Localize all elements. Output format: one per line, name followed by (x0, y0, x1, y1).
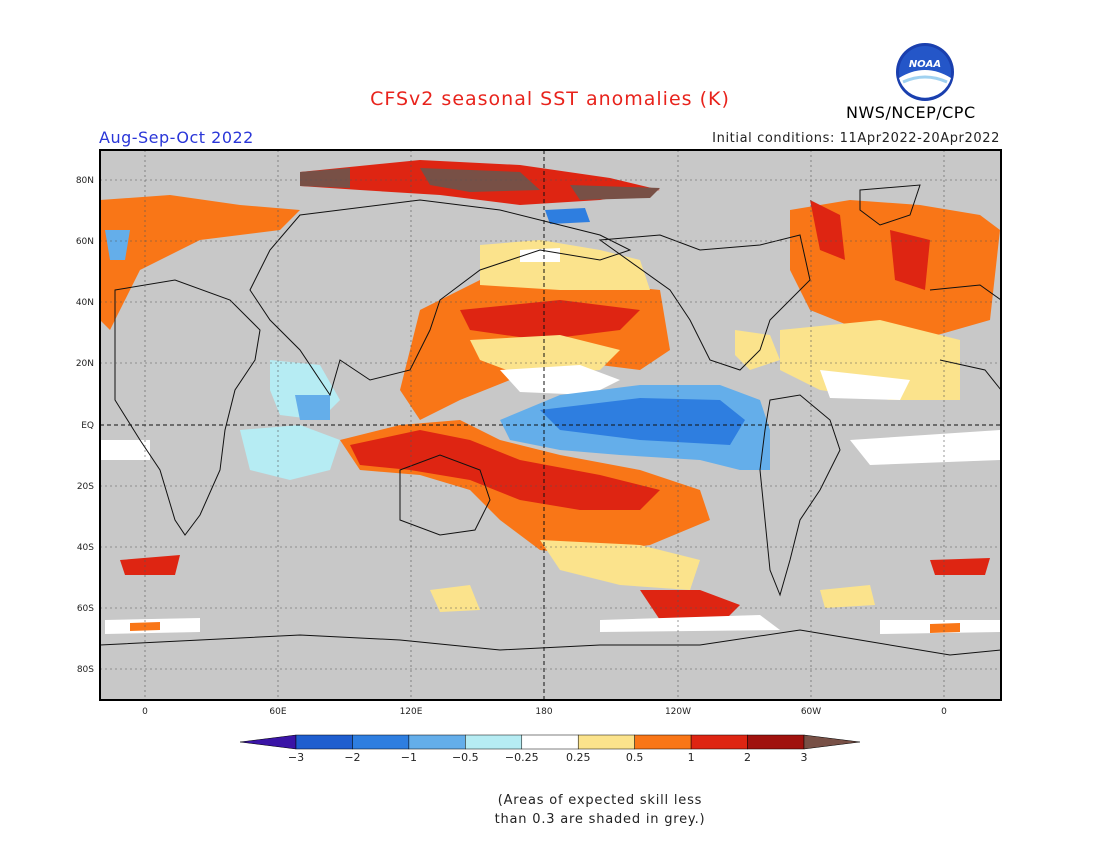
noaa-logo: NOAA (896, 43, 954, 101)
agency-label: NWS/NCEP/CPC (846, 103, 976, 122)
skill-note-line1: (Areas of expected skill less (497, 793, 703, 808)
lon-label: 0 (142, 707, 148, 717)
colorbar-swatch (690, 734, 748, 750)
longitude-labels: 0 60E 120E 180 120W 60W 0 (142, 707, 947, 717)
colorbar-swatch (295, 734, 353, 750)
lat-label: 20N (76, 359, 94, 369)
lat-label: 80S (77, 665, 94, 675)
map-frame (99, 149, 1002, 701)
colorbar-label: 3 (801, 751, 808, 764)
skill-note-line2: than 0.3 are shaded in grey.) (494, 812, 706, 827)
coastlines (100, 184, 1001, 656)
lat-label: 60N (76, 237, 94, 247)
colorbar-swatch (634, 734, 692, 750)
colorbar-swatch (803, 734, 861, 750)
lon-label: 60W (801, 707, 821, 717)
latitude-labels: 80N 60N 40N 20N EQ 20S 40S 60S 80S (76, 176, 94, 675)
colorbar-swatch (408, 734, 466, 750)
lat-label: EQ (81, 421, 94, 431)
colorbar-swatch (465, 734, 523, 750)
colorbar-swatch (577, 734, 635, 750)
colorbar-label: −0.5 (452, 751, 479, 764)
lon-label: 120E (400, 707, 423, 717)
anomaly-fields (100, 160, 1000, 634)
colorbar-swatch (239, 734, 297, 750)
colorbar-label: 0.25 (566, 751, 591, 764)
colorbar-label: 1 (688, 751, 695, 764)
lat-label: 20S (77, 482, 94, 492)
colorbar-label: −3 (288, 751, 304, 764)
colorbar: −3 −2 −1 −0.5 −0.25 0.25 0.5 1 2 3 (239, 734, 861, 764)
colorbar-label: 0.5 (626, 751, 644, 764)
noaa-logo-text: NOAA (909, 59, 941, 70)
lon-label: 120W (665, 707, 691, 717)
lat-label: 40S (77, 543, 94, 553)
lat-label: 60S (77, 604, 94, 614)
initial-conditions-label: Initial conditions: 11Apr2022-20Apr2022 (712, 131, 1000, 146)
colorbar-label: 2 (744, 751, 751, 764)
map-title: CFSv2 seasonal SST anomalies (K) (370, 88, 730, 110)
colorbar-swatch (747, 734, 805, 750)
colorbar-swatch (352, 734, 410, 750)
lon-label: 0 (941, 707, 947, 717)
grid-lines (100, 150, 1001, 700)
season-label: Aug-Sep-Oct 2022 (99, 128, 254, 147)
colorbar-label: −0.25 (505, 751, 539, 764)
lat-label: 80N (76, 176, 94, 186)
colorbar-label: −2 (344, 751, 360, 764)
lat-label: 40N (76, 298, 94, 308)
colorbar-swatch (521, 734, 579, 750)
lon-label: 60E (269, 707, 286, 717)
colorbar-label: −1 (401, 751, 417, 764)
lon-label: 180 (535, 707, 552, 717)
